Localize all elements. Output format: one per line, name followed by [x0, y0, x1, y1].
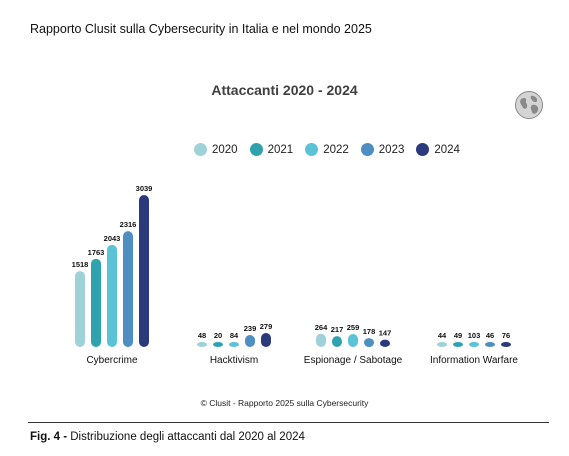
data-label-cybercrime-2022: 2043	[104, 234, 121, 243]
bar-espionage-sabotage-2022	[348, 334, 358, 347]
data-label-cybercrime-2020: 1518	[72, 260, 89, 269]
figure-caption: Fig. 4 - Distribuzione degli attaccanti …	[30, 431, 305, 443]
legend-item-2021: 2021	[249, 143, 294, 156]
data-label-cybercrime-2023: 2316	[120, 220, 137, 229]
legend-label-2022: 2022	[323, 143, 349, 156]
figure-caption-text: Distribuzione degli attaccanti dal 2020 …	[70, 431, 305, 443]
bar-cybercrime-2021	[91, 258, 101, 347]
caption-divider	[28, 422, 549, 423]
bar-information-warfare-2022	[469, 341, 479, 347]
data-label-information-warfare-2022: 103	[468, 331, 481, 340]
data-label-espionage-sabotage-2023: 178	[363, 327, 376, 336]
chart-legend: 2020 2021 2022 2023 2024	[194, 143, 472, 156]
bar-information-warfare-2021	[453, 342, 463, 347]
data-label-hacktivism-2022: 84	[230, 331, 239, 340]
bar-hacktivism-2020	[197, 342, 207, 347]
category-label-information-warfare: Information Warfare	[430, 355, 518, 366]
legend-label-2023: 2023	[378, 143, 405, 156]
data-label-hacktivism-2024: 279	[260, 322, 273, 331]
data-label-information-warfare-2021: 49	[454, 331, 462, 340]
bar-hacktivism-2024	[261, 333, 271, 347]
legend-dot-2020	[194, 143, 207, 156]
category-label-espionage-sabotage: Espionage / Sabotage	[304, 355, 403, 366]
category-label-cybercrime: Cybercrime	[86, 355, 138, 366]
data-label-espionage-sabotage-2021: 217	[331, 325, 344, 334]
data-label-hacktivism-2023: 239	[244, 324, 257, 333]
bar-cybercrime-2023	[123, 231, 133, 347]
data-label-espionage-sabotage-2022: 259	[347, 323, 360, 332]
bar-cybercrime-2020	[75, 271, 85, 347]
data-label-information-warfare-2024: 76	[502, 331, 510, 340]
globe-icon	[515, 91, 543, 119]
legend-item-2024: 2024	[416, 143, 460, 156]
legend-item-2020: 2020	[194, 143, 238, 156]
copyright-note: © Clusit - Rapporto 2025 sulla Cybersecu…	[200, 398, 369, 408]
bar-espionage-sabotage-2021	[332, 336, 342, 347]
bar-cybercrime-2024	[139, 195, 149, 347]
bar-hacktivism-2022	[229, 342, 239, 347]
category-label-hacktivism: Hacktivism	[210, 355, 258, 366]
legend-dot-2022	[305, 143, 319, 156]
legend-dot-2024	[416, 143, 430, 156]
bar-hacktivism-2021	[213, 342, 223, 347]
legend-item-2023: 2023	[360, 143, 405, 156]
legend-label-2020: 2020	[212, 143, 238, 156]
legend-dot-2023	[360, 143, 374, 156]
data-label-cybercrime-2021: 1763	[88, 248, 105, 257]
legend-dot-2021	[249, 143, 263, 156]
bar-information-warfare-2020	[437, 342, 447, 347]
legend-item-2022: 2022	[305, 143, 349, 156]
chart-title: Attaccanti 2020 - 2024	[211, 82, 358, 98]
report-header-title: Rapporto Clusit sulla Cybersecurity in I…	[30, 22, 372, 36]
legend-label-2024: 2024	[434, 143, 460, 156]
bar-espionage-sabotage-2023	[364, 338, 374, 347]
bar-espionage-sabotage-2020	[316, 333, 326, 347]
legend-label-2021: 2021	[267, 143, 294, 156]
bar-hacktivism-2023	[245, 335, 255, 347]
data-label-espionage-sabotage-2020: 264	[315, 323, 328, 332]
data-label-information-warfare-2020: 44	[438, 331, 447, 340]
data-label-cybercrime-2024: 3039	[136, 184, 153, 193]
bar-information-warfare-2024	[501, 342, 511, 347]
bar-cybercrime-2022	[107, 244, 117, 347]
bar-espionage-sabotage-2024	[380, 339, 390, 347]
figure-label: Fig. 4 -	[30, 431, 71, 443]
data-label-espionage-sabotage-2024: 147	[379, 329, 392, 338]
bar-information-warfare-2023	[485, 342, 495, 347]
data-label-information-warfare-2023: 46	[486, 331, 494, 340]
data-label-hacktivism-2021: 20	[214, 331, 222, 340]
data-label-hacktivism-2020: 48	[198, 331, 206, 340]
